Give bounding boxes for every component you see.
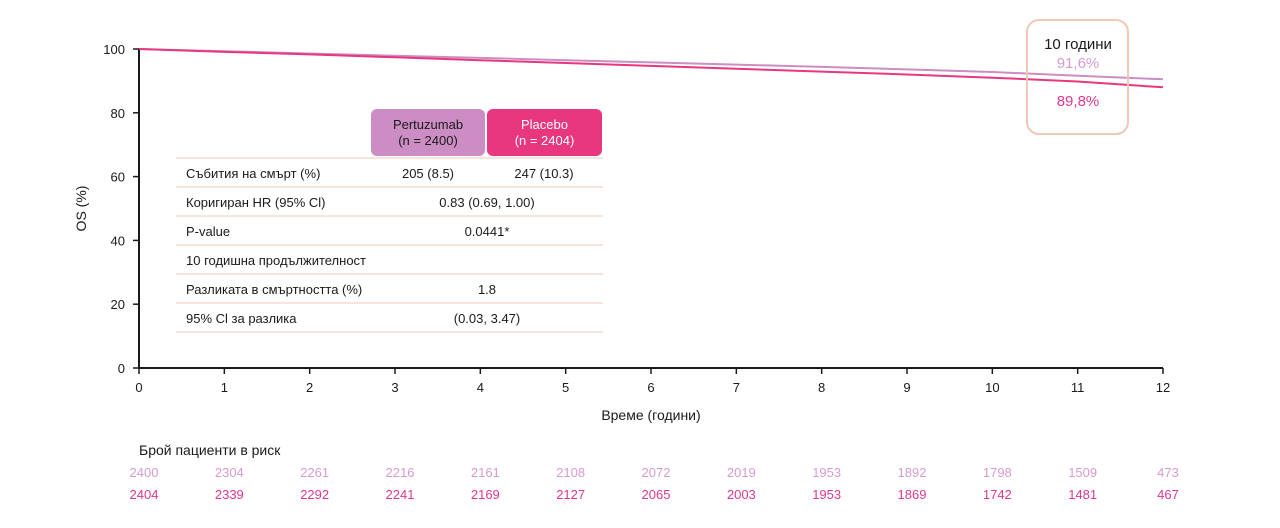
table-row-label: 10 годишна продължителност bbox=[186, 253, 366, 268]
at-risk-placebo: 2241 bbox=[386, 487, 415, 502]
x-tick-label: 9 bbox=[903, 380, 910, 395]
ten-year-callout: 10 години 91,6% 89,8% bbox=[1026, 19, 1129, 135]
table-cell-combined: (0.03, 3.47) bbox=[454, 311, 521, 326]
x-tick-label: 11 bbox=[1071, 380, 1085, 395]
x-axis-label: Време (години) bbox=[601, 407, 700, 423]
at-risk-pertuzumab: 473 bbox=[1157, 465, 1179, 480]
table-header-placebo bbox=[487, 109, 602, 156]
x-tick-label: 0 bbox=[135, 380, 142, 395]
table-cell-pertuzumab: 205 (8.5) bbox=[402, 166, 454, 181]
at-risk-placebo: 2169 bbox=[471, 487, 500, 502]
table-header-line2: (n = 2400) bbox=[398, 133, 458, 148]
y-tick-label: 100 bbox=[103, 42, 125, 57]
callout-box bbox=[1026, 19, 1129, 135]
x-tick-label: 10 bbox=[985, 380, 999, 395]
table-cell-combined: 0.83 (0.69, 1.00) bbox=[439, 195, 534, 210]
at-risk-placebo: 2339 bbox=[215, 487, 244, 502]
x-tick-label: 1 bbox=[221, 380, 228, 395]
at-risk-placebo: 1742 bbox=[983, 487, 1012, 502]
at-risk-pertuzumab: 1509 bbox=[1068, 465, 1097, 480]
at-risk-pertuzumab: 1798 bbox=[983, 465, 1012, 480]
table-header-line2: (n = 2404) bbox=[515, 133, 575, 148]
y-axis-label: OS (%) bbox=[73, 186, 89, 232]
at-risk-placebo: 2065 bbox=[642, 487, 671, 502]
at-risk-placebo: 2127 bbox=[556, 487, 585, 502]
y-tick-label: 20 bbox=[111, 297, 125, 312]
at-risk-placebo: 467 bbox=[1157, 487, 1179, 502]
at-risk-pertuzumab: 2400 bbox=[130, 465, 159, 480]
table-row-label: Разликата в смъртността (%) bbox=[186, 282, 362, 297]
y-tick-label: 60 bbox=[111, 170, 125, 185]
table-header-pertuzumab bbox=[371, 109, 485, 156]
series-layer bbox=[138, 48, 1164, 89]
at-risk-pertuzumab: 2304 bbox=[215, 465, 244, 480]
table-row-label: P-value bbox=[186, 224, 230, 239]
y-tick-label: 80 bbox=[111, 106, 125, 121]
x-tick-label: 8 bbox=[818, 380, 825, 395]
callout-value-pertuzumab: 91,6% bbox=[1057, 55, 1100, 72]
table-row-label: Събития на смърт (%) bbox=[186, 166, 320, 181]
table-header-line1: Pertuzumab bbox=[393, 117, 463, 132]
patients-at-risk: Брой пациенти в риск 2400 2304 2261 2216 2161… bbox=[130, 442, 1179, 502]
at-risk-pertuzumab: 2161 bbox=[471, 465, 500, 480]
x-tick-label: 2 bbox=[306, 380, 313, 395]
callout-value-placebo: 89,8% bbox=[1057, 93, 1100, 110]
x-tick-label: 3 bbox=[391, 380, 398, 395]
table-cell-combined: 0.0441* bbox=[465, 224, 510, 239]
table-row-label: Коригиран HR (95% Cl) bbox=[186, 195, 326, 210]
y-tick-label: 40 bbox=[111, 233, 125, 248]
callout-title: 10 години bbox=[1044, 36, 1112, 53]
table-cell-placebo: 247 (10.3) bbox=[514, 166, 573, 181]
x-tick-label: 4 bbox=[477, 380, 484, 395]
y-tick-label: 0 bbox=[118, 361, 125, 376]
series-line-placebo bbox=[138, 48, 1164, 89]
at-risk-pertuzumab: 2108 bbox=[556, 465, 585, 480]
at-risk-placebo: 2003 bbox=[727, 487, 756, 502]
stats-table: Pertuzumab(n = 2400) Placebo(n = 2404) Съб… bbox=[176, 109, 603, 333]
at-risk-pertuzumab: 2072 bbox=[642, 465, 671, 480]
at-risk-placebo: 1953 bbox=[812, 487, 841, 502]
at-risk-pertuzumab: 2019 bbox=[727, 465, 756, 480]
at-risk-placebo: 2404 bbox=[130, 487, 159, 502]
at-risk-placebo: 1869 bbox=[898, 487, 927, 502]
x-tick-label: 7 bbox=[733, 380, 740, 395]
at-risk-placebo: 1481 bbox=[1068, 487, 1097, 502]
at-risk-pertuzumab: 2216 bbox=[386, 465, 415, 480]
x-tick-label: 6 bbox=[647, 380, 654, 395]
at-risk-placebo: 2292 bbox=[300, 487, 329, 502]
at-risk-title: Брой пациенти в риск bbox=[139, 442, 281, 458]
x-tick-label: 5 bbox=[562, 380, 569, 395]
table-header-line1: Placebo bbox=[521, 117, 568, 132]
at-risk-pertuzumab: 2261 bbox=[300, 465, 329, 480]
table-cell-combined: 1.8 bbox=[478, 282, 496, 297]
at-risk-pertuzumab: 1892 bbox=[898, 465, 927, 480]
table-row-label: 95% Cl за разлика bbox=[186, 311, 297, 326]
x-tick-label: 12 bbox=[1156, 380, 1170, 395]
at-risk-pertuzumab: 1953 bbox=[812, 465, 841, 480]
